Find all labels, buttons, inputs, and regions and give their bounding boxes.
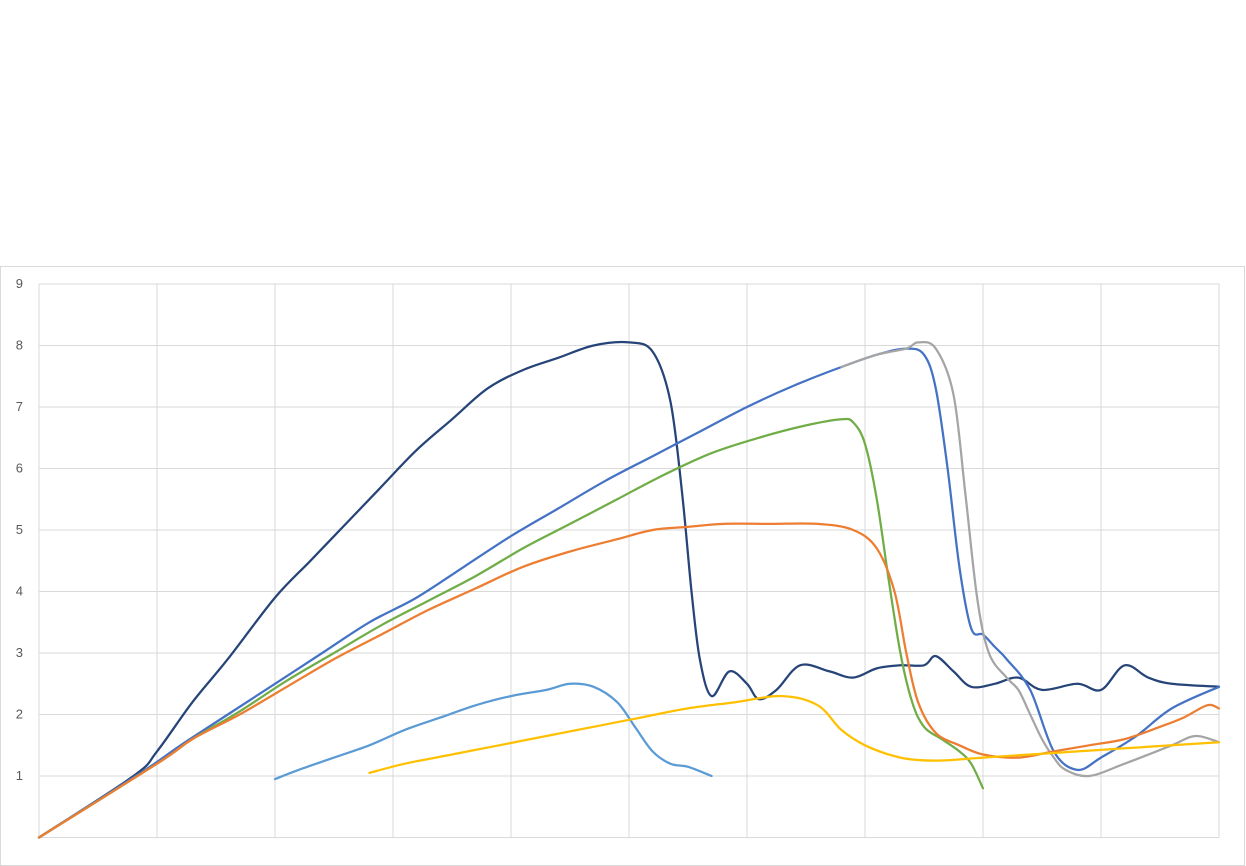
y-tick-label: 5 (16, 522, 23, 537)
series-line-3 (840, 340, 1221, 778)
y-tick-label: 6 (16, 461, 23, 476)
gridlines (38, 283, 1220, 838)
y-tick-label: 7 (16, 399, 23, 414)
y-tick-label: 9 (16, 276, 23, 291)
y-axis-tick-labels: 1 2 3 4 5 6 7 8 9 (16, 276, 23, 783)
y-tick-label: 3 (16, 645, 23, 660)
series-line-5 (37, 522, 1221, 839)
chart-area: 1 2 3 4 5 6 7 8 9 (0, 266, 1245, 866)
series-line-4 (37, 417, 985, 839)
y-tick-label: 8 (16, 338, 23, 353)
y-tick-label: 4 (16, 584, 23, 599)
y-tick-label: 1 (16, 768, 23, 783)
series-line-1 (37, 340, 1221, 839)
series-line-7 (368, 694, 1221, 775)
series-line-6 (273, 682, 713, 781)
line-chart: 1 2 3 4 5 6 7 8 9 (16, 276, 1221, 839)
y-tick-label: 2 (16, 707, 23, 722)
series-lines (37, 340, 1221, 839)
